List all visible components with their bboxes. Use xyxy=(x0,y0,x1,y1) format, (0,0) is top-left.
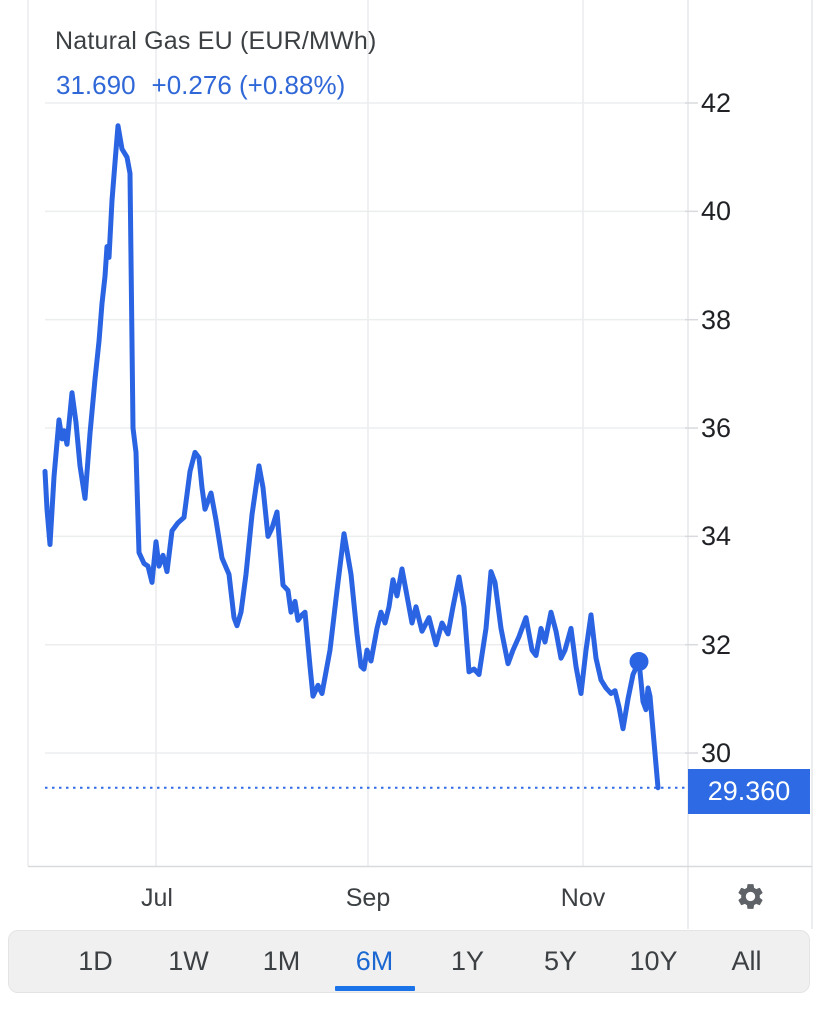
last-price-tag: 29.360 xyxy=(688,769,810,814)
quote-price: 31.690 xyxy=(56,70,136,100)
y-axis-label-38: 38 xyxy=(701,304,732,335)
y-axis-label-34: 34 xyxy=(701,521,732,552)
y-axis-label-30: 30 xyxy=(701,738,732,769)
price-line xyxy=(42,123,661,791)
price-chart[interactable] xyxy=(0,0,839,930)
range-button-all[interactable]: All xyxy=(700,931,793,992)
y-axis-label-36: 36 xyxy=(701,413,732,444)
range-button-1d[interactable]: 1D xyxy=(49,931,142,992)
range-button-1w[interactable]: 1W xyxy=(142,931,235,992)
range-button-1m[interactable]: 1M xyxy=(235,931,328,992)
gear-icon xyxy=(735,881,766,915)
x-axis-label-sep: Sep xyxy=(345,884,391,912)
range-button-5y[interactable]: 5Y xyxy=(514,931,607,992)
range-button-label: All xyxy=(731,946,762,976)
quote-line: 31.690 +0.276 (+0.88%) xyxy=(56,70,345,101)
y-axis-label-42: 42 xyxy=(701,88,732,118)
range-button-1y[interactable]: 1Y xyxy=(421,931,514,992)
quote-change: +0.276 (+0.88%) xyxy=(151,70,346,100)
range-button-label: 1Y xyxy=(450,946,485,976)
y-axis-label-32: 32 xyxy=(701,629,732,660)
range-button-label: 1M xyxy=(262,946,301,976)
x-axis-label-jul: Jul xyxy=(141,884,173,912)
time-range-toolbar: 1D 1W 1M 6M 1Y 5Y 10Y All xyxy=(8,930,810,993)
range-button-label: 1W xyxy=(168,946,209,976)
instrument-title: Natural Gas EU (EUR/MWh) xyxy=(55,27,377,55)
active-range-underline xyxy=(334,986,415,991)
range-button-10y[interactable]: 10Y xyxy=(607,931,700,992)
range-button-label: 6M xyxy=(355,946,394,976)
settings-button[interactable] xyxy=(722,870,778,926)
price-dot xyxy=(629,651,649,671)
y-axis-label-40: 40 xyxy=(701,196,732,227)
range-button-label: 5Y xyxy=(543,946,578,976)
x-axis-label-nov: Nov xyxy=(560,884,606,912)
range-button-label: 10Y xyxy=(629,946,678,976)
range-button-6m[interactable]: 6M xyxy=(328,931,421,992)
range-button-label: 1D xyxy=(78,946,113,976)
